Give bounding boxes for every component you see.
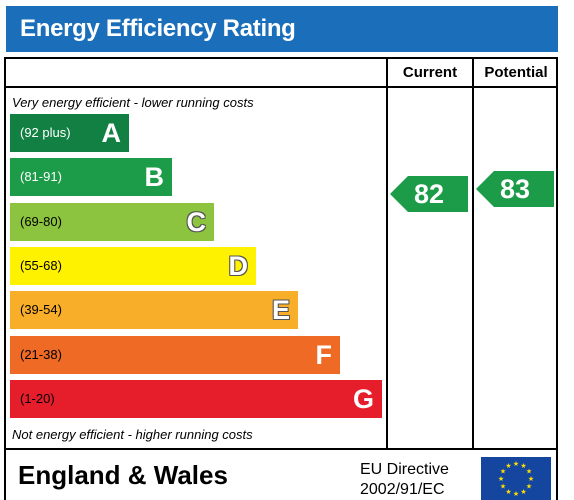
column-divider-potential <box>472 57 474 450</box>
band-letter: A <box>101 118 122 148</box>
star-icon: ★ <box>526 483 532 491</box>
region-label: England & Wales <box>18 460 228 490</box>
star-icon: ★ <box>513 460 519 468</box>
band-range: (55-68) <box>20 258 62 273</box>
rating-table <box>4 57 558 500</box>
eu-directive: EU Directive 2002/91/EC <box>360 460 449 500</box>
current-column-header: Current <box>402 64 458 81</box>
band-g: (1-20) G <box>10 380 382 418</box>
header-divider <box>4 86 558 88</box>
potential-rating-arrow: 83 <box>476 171 554 207</box>
directive-line-1: EU Directive <box>360 461 449 478</box>
band-letter: E <box>271 295 290 325</box>
band-c: (69-80) C <box>10 203 214 241</box>
star-icon: ★ <box>498 475 504 483</box>
band-letter: F <box>315 340 333 370</box>
band-f: (21-38) F <box>10 336 340 374</box>
star-icon: ★ <box>500 468 506 476</box>
band-a: (92 plus) A <box>10 114 129 152</box>
star-icon: ★ <box>526 468 532 476</box>
current-rating-arrow: 82 <box>390 176 468 212</box>
band-range: (1-20) <box>20 391 55 406</box>
band-letter: B <box>144 162 165 192</box>
column-divider-current <box>386 57 388 450</box>
band-e: (39-54) E <box>10 291 298 329</box>
band-range: (39-54) <box>20 302 62 317</box>
band-range: (81-91) <box>20 169 62 184</box>
potential-column-header: Potential <box>484 64 548 81</box>
band-letter: G <box>352 384 374 414</box>
band-letter: C <box>186 207 207 237</box>
star-icon: ★ <box>520 462 526 470</box>
band-range: (21-38) <box>20 347 62 362</box>
star-icon: ★ <box>520 488 526 496</box>
band-range: (69-80) <box>20 214 62 229</box>
star-icon: ★ <box>528 475 534 483</box>
eu-flag-icon: ★ ★ ★ ★ ★ ★ ★ ★ ★ ★ ★ ★ <box>481 457 551 500</box>
eu-stars: ★★★★★★★★★ ★ ★★ <box>498 460 534 498</box>
band-d: (55-68) D <box>10 247 256 285</box>
band-range: (92 plus) <box>20 125 71 140</box>
band-b: (81-91) B <box>10 158 172 196</box>
band-letter: D <box>228 251 249 281</box>
top-caption: Very energy efficient - lower running co… <box>12 95 254 110</box>
star-icon: ★ <box>505 462 511 470</box>
footer-divider <box>4 448 558 450</box>
star-icon: ★ <box>500 483 506 491</box>
star-icon: ★ <box>513 490 519 498</box>
directive-line-2: 2002/91/EC <box>360 481 445 498</box>
star-icon: ★ <box>505 488 511 496</box>
page-title: Energy Efficiency Rating <box>6 6 558 52</box>
bottom-caption: Not energy efficient - higher running co… <box>12 427 253 442</box>
